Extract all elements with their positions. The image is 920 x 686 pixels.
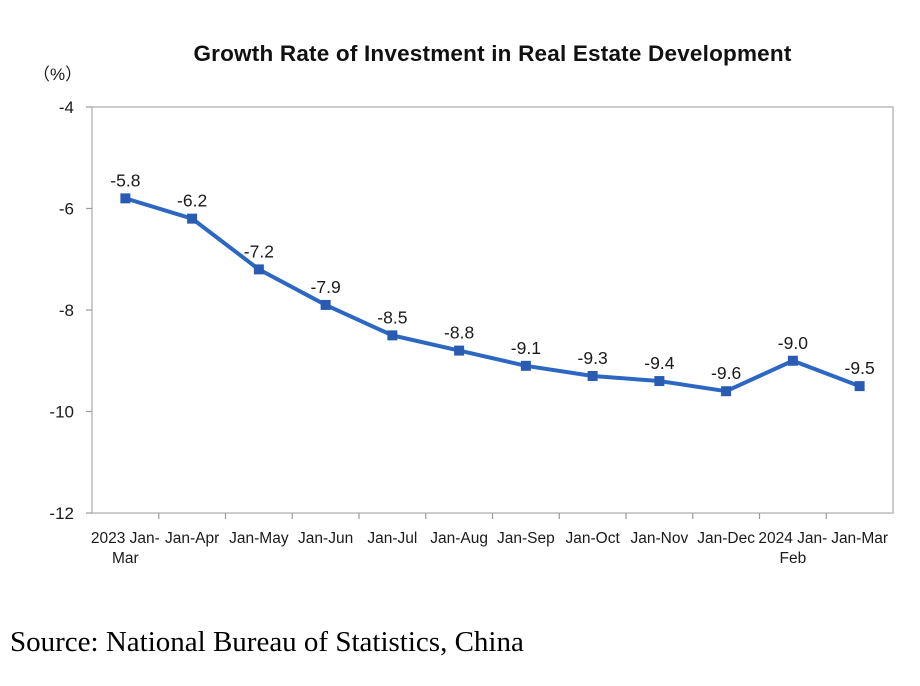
data-point-label: -9.4 xyxy=(644,353,674,373)
data-point-marker xyxy=(854,381,865,392)
y-axis-tick-label: -6 xyxy=(59,200,74,219)
x-axis-tick-label: Jan-Aug xyxy=(430,530,488,547)
data-point-label: -7.2 xyxy=(244,241,274,261)
y-axis-tick-label: -8 xyxy=(59,301,74,320)
data-point-label: -9.0 xyxy=(778,333,808,353)
x-axis-tick-label: Jan-May xyxy=(229,530,289,547)
data-point-marker xyxy=(454,345,465,356)
trend-line xyxy=(123,196,862,394)
data-point-label: -8.5 xyxy=(377,307,407,327)
x-axis-tick-label: Jan-Jun xyxy=(298,530,353,547)
source-text: Source: National Bureau of Statistics, C… xyxy=(10,626,524,658)
data-point-label: -5.8 xyxy=(110,170,140,190)
data-point-marker xyxy=(387,330,398,341)
data-point-marker xyxy=(587,370,598,381)
data-point-marker xyxy=(320,299,331,310)
x-axis-tick-label: Jan-Nov xyxy=(631,530,689,547)
data-point-label: -9.1 xyxy=(511,338,541,358)
data-point-label: -8.8 xyxy=(444,323,474,343)
data-point-label: -9.3 xyxy=(578,348,608,368)
y-axis-tick-label: -10 xyxy=(49,403,74,422)
x-axis-tick-label: Jan-Dec xyxy=(697,530,755,547)
y-axis-tick-label: -12 xyxy=(49,504,74,523)
data-point-marker xyxy=(787,355,798,366)
plot-border xyxy=(91,106,894,514)
x-axis-tick-label: Jan-Mar xyxy=(831,530,888,547)
x-axis-tick-label: Feb xyxy=(780,550,807,567)
data-point-label: -6.2 xyxy=(177,191,207,211)
data-point-marker xyxy=(187,213,198,224)
data-point-label: -9.5 xyxy=(845,358,875,378)
data-point-marker xyxy=(120,193,131,204)
data-point-marker xyxy=(721,386,732,397)
y-axis-tick-label: -4 xyxy=(59,98,74,117)
x-axis-tick-label: Jan-Oct xyxy=(565,530,620,547)
x-axis-tick-label: Jan-Jul xyxy=(367,530,417,547)
line-chart-plot: -4 -6 -8 -10 -12 -5.8 -6.2 -7.2 -7.9 -8.5 -8.8 -9.1… xyxy=(49,98,894,567)
x-axis-tick-label: Jan-Sep xyxy=(497,530,555,547)
data-point-label: -7.9 xyxy=(311,277,341,297)
chart-title: Growth Rate of Investment in Real Estate… xyxy=(193,41,792,66)
x-axis-tick-label: 2023 Jan- xyxy=(91,530,160,547)
data-point-marker xyxy=(253,264,264,275)
data-point-label: -9.6 xyxy=(711,363,741,383)
data-point-marker xyxy=(654,376,665,387)
x-axis-tick-label: 2024 Jan- xyxy=(758,530,827,547)
x-axis-tick-label: Jan-Apr xyxy=(165,530,219,547)
y-axis-unit-label: （%） xyxy=(33,65,83,84)
data-point-marker xyxy=(520,360,531,371)
x-axis-tick-label: Mar xyxy=(112,550,139,567)
